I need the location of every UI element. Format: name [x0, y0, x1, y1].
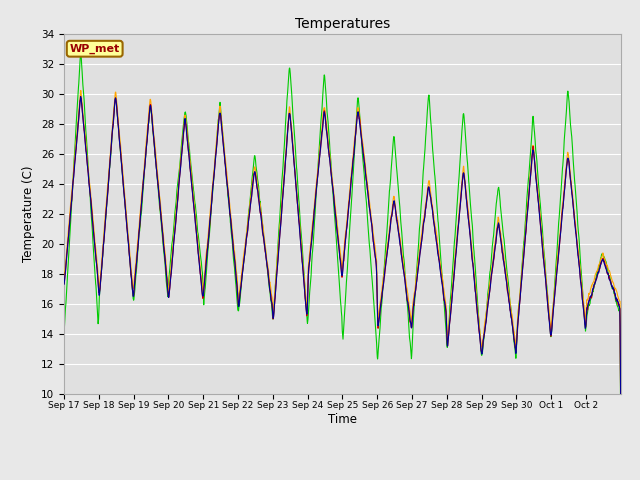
NR01 PRT	[617, 407, 625, 413]
CR1000 panelT	[236, 291, 244, 297]
CR1000 panelT	[376, 308, 384, 313]
CR1000 panelT	[510, 336, 518, 342]
X-axis label: Time: Time	[328, 413, 357, 426]
Legend: CR1000 panelT, HMP, NR01 PRT, AM25T PRT: CR1000 panelT, HMP, NR01 PRT, AM25T PRT	[166, 478, 519, 480]
NR01 PRT	[77, 49, 84, 55]
AM25T PRT	[376, 309, 384, 314]
AM25T PRT	[542, 277, 550, 283]
NR01 PRT	[542, 269, 550, 275]
Line: HMP: HMP	[64, 90, 621, 397]
HMP	[60, 274, 68, 280]
NR01 PRT	[510, 340, 518, 346]
NR01 PRT	[236, 298, 244, 303]
Title: Temperatures: Temperatures	[295, 17, 390, 31]
AM25T PRT	[116, 142, 124, 147]
NR01 PRT	[60, 328, 68, 334]
AM25T PRT	[236, 291, 244, 297]
Line: CR1000 panelT: CR1000 panelT	[64, 98, 621, 402]
HMP	[77, 87, 84, 93]
HMP	[542, 271, 550, 277]
HMP	[617, 394, 625, 400]
CR1000 panelT	[609, 286, 617, 291]
AM25T PRT	[617, 401, 625, 407]
Line: AM25T PRT: AM25T PRT	[64, 96, 621, 404]
AM25T PRT	[77, 94, 84, 99]
NR01 PRT	[609, 286, 617, 291]
Y-axis label: Temperature (C): Temperature (C)	[22, 165, 35, 262]
CR1000 panelT	[542, 276, 550, 282]
CR1000 panelT	[617, 399, 625, 405]
Line: NR01 PRT: NR01 PRT	[64, 52, 621, 410]
HMP	[609, 280, 617, 286]
HMP	[116, 135, 124, 141]
HMP	[376, 302, 384, 308]
HMP	[510, 329, 518, 335]
HMP	[236, 285, 244, 290]
CR1000 panelT	[60, 281, 68, 287]
AM25T PRT	[609, 285, 617, 291]
NR01 PRT	[116, 141, 124, 147]
Text: WP_met: WP_met	[70, 44, 120, 54]
AM25T PRT	[60, 281, 68, 287]
NR01 PRT	[376, 325, 384, 331]
CR1000 panelT	[116, 142, 124, 148]
HMP	[617, 395, 625, 400]
CR1000 panelT	[111, 95, 119, 101]
AM25T PRT	[510, 338, 518, 344]
